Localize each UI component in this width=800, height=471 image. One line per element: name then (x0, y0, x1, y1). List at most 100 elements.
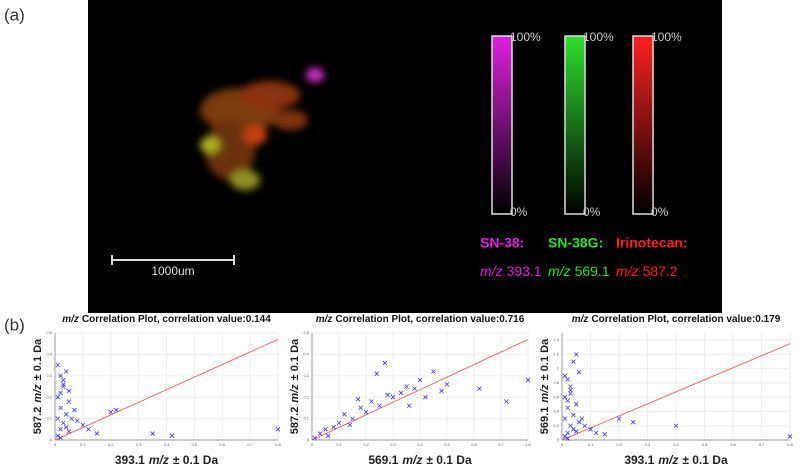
x-tick-label: 0.8 (275, 442, 281, 447)
point (390, 394, 396, 400)
x-axis-label: 569.1 m/z ± 0.1 Da (368, 453, 472, 467)
y-tick-label: 0 (307, 437, 310, 442)
compound-name: Irinotecan: (616, 235, 688, 251)
point (61, 420, 66, 426)
point (58, 427, 63, 432)
point (80, 422, 86, 428)
point (398, 390, 404, 396)
point (369, 399, 374, 404)
x-tick-label: 0.7 (759, 442, 765, 447)
x-tick-label: 0.2 (616, 442, 622, 447)
point (55, 433, 61, 439)
point (568, 384, 573, 389)
point (404, 384, 409, 389)
point (582, 423, 588, 429)
point (562, 434, 568, 439)
point (565, 430, 570, 436)
point (444, 382, 450, 387)
label-mass: 587.2 (32, 407, 44, 435)
color-bar (564, 35, 586, 215)
x-tick-label: 0.8 (787, 442, 793, 447)
title-italic: m/z (316, 314, 333, 325)
color-bar-min: 0% (583, 205, 601, 219)
point (58, 373, 63, 379)
label-mass: 569.1 (539, 407, 551, 435)
point (593, 430, 599, 436)
y-tick-label: 0.6 (553, 394, 559, 399)
point (565, 436, 570, 441)
point (431, 369, 436, 374)
y-tick-label: 0 (557, 437, 560, 442)
point (336, 420, 342, 426)
point (58, 435, 63, 441)
y-tick-label: 1.2 (553, 351, 559, 356)
x-tick-label: 0.7 (498, 442, 504, 447)
point (406, 403, 412, 409)
label-mass: 569.1 (368, 453, 398, 467)
x-tick-label: 0.3 (390, 442, 396, 447)
point (323, 427, 328, 432)
y-tick-label: 0.4 (553, 409, 559, 414)
label-unit: ± 0.1 Da (173, 453, 219, 467)
compound-mz: m/z 393.1 (480, 263, 542, 279)
y-tick-label: 0.2 (553, 423, 559, 428)
point (385, 392, 390, 398)
y-tick-label: 1.4 (553, 337, 559, 342)
point (412, 386, 417, 391)
point (61, 382, 66, 387)
y-tick-label: 0.4 (303, 351, 309, 356)
point (86, 427, 91, 432)
x-tick-label: 0.2 (108, 442, 114, 447)
y-tick-label: 0.8 (553, 380, 559, 385)
compound-mz: m/z 587.2 (616, 263, 678, 279)
y-tick-label: 0.1 (46, 416, 52, 421)
point (66, 399, 72, 404)
point (630, 419, 636, 425)
point (114, 407, 119, 413)
point (358, 405, 363, 411)
point (75, 418, 80, 424)
x-axis-label: 393.1 m/z ± 0.1 Da (115, 453, 219, 467)
label-mz: m/z (658, 453, 678, 467)
compound-name: SN-38: (480, 235, 524, 251)
color-bar (632, 35, 654, 215)
x-axis-label: 393.1 m/z ± 0.1 Da (624, 453, 728, 467)
point (525, 377, 531, 383)
label-unit: ± 0.1 Da (289, 338, 301, 380)
point (423, 394, 428, 400)
point (63, 424, 69, 430)
tissue (200, 68, 324, 190)
point (325, 433, 331, 439)
point (673, 423, 679, 429)
x-tick-label: 0.7 (247, 442, 253, 447)
compound-mz: m/z 569.1 (548, 263, 610, 279)
y-tick-label: 0.2 (303, 394, 309, 399)
x-tick-label: 0.1 (336, 442, 342, 447)
plot-title: m/z Correlation Plot, correlation value:0… (62, 314, 271, 325)
x-tick-label: 0.4 (164, 442, 170, 447)
point (565, 398, 570, 404)
x-tick-label: 0 (311, 442, 314, 447)
point (562, 394, 568, 400)
x-tick-label: 0.1 (80, 442, 86, 447)
x-tick-label: 0 (54, 442, 57, 447)
panel-label: (a) (4, 5, 25, 24)
color-bar-max: 100% (583, 30, 614, 44)
label-mass: 587.2 (289, 407, 301, 435)
x-tick-label: 0.5 (702, 442, 708, 447)
x-tick-label: 0.6 (730, 442, 736, 447)
title-text: Correlation Plot, correlation value:0.71… (335, 314, 524, 325)
y-tick-label: 1 (557, 366, 560, 371)
y-tick-label: 0 (50, 437, 53, 442)
point (602, 432, 608, 437)
mz-italic: m/z (616, 263, 639, 279)
point (58, 405, 63, 411)
x-tick-label: 0.4 (417, 442, 423, 447)
label-mz: m/z (32, 384, 44, 403)
x-tick-label: 0.6 (219, 442, 225, 447)
point (573, 352, 579, 357)
point (579, 416, 585, 421)
title-italic: m/z (572, 314, 589, 325)
x-tick-label: 0.1 (588, 442, 594, 447)
point (439, 388, 444, 394)
